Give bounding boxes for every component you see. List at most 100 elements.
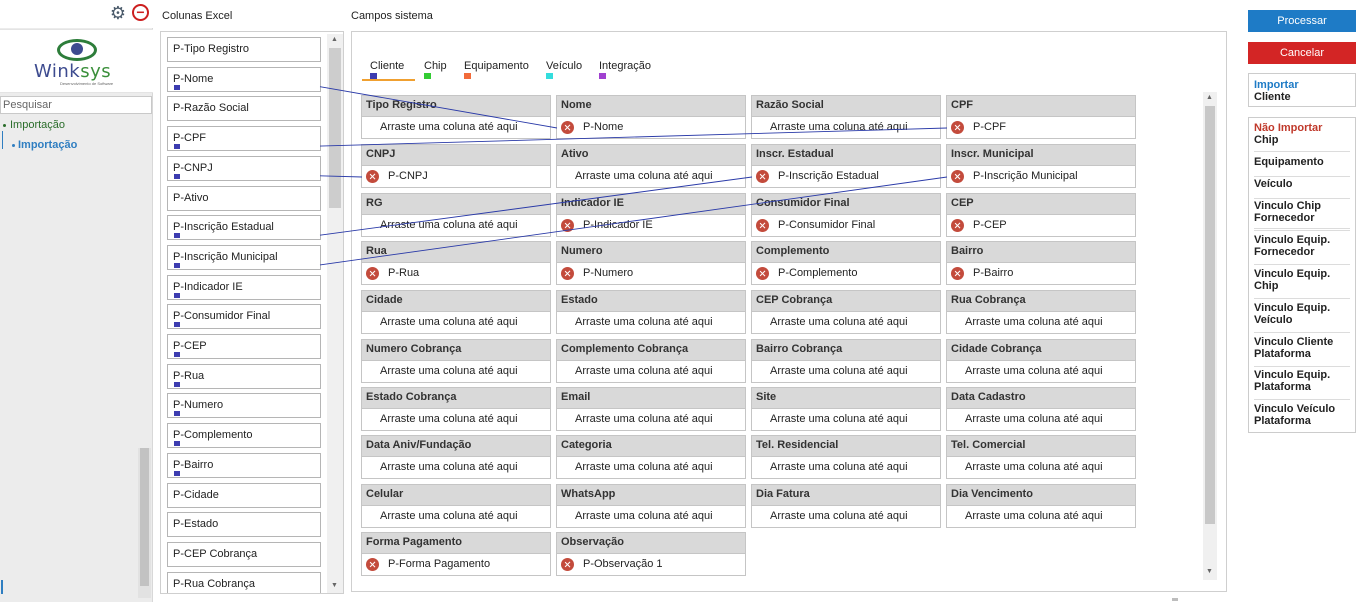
excel-column-item[interactable]: P-CPF: [167, 126, 321, 152]
excel-column-item[interactable]: P-Numero: [167, 393, 321, 419]
excel-column-item[interactable]: P-Rua: [167, 363, 321, 389]
entity-item[interactable]: Vinculo Equip. Plataforma: [1254, 369, 1350, 393]
entity-item[interactable]: Não Importar Chip: [1254, 122, 1350, 146]
entity-item[interactable]: Vinculo Cliente Plataforma: [1254, 336, 1350, 360]
remove-mapping-icon[interactable]: [561, 558, 574, 571]
gear-icon[interactable]: ⚙: [109, 3, 127, 23]
field-drop-zone[interactable]: P-CPF: [947, 117, 1135, 139]
field-drop-zone[interactable]: Arraste uma coluna até aqui: [947, 409, 1135, 431]
sidebar-scrollbar[interactable]: [138, 448, 151, 598]
excel-column-item[interactable]: P-CEP: [167, 334, 321, 359]
field-drop-zone[interactable]: Arraste uma coluna até aqui: [557, 506, 745, 528]
excel-column-item[interactable]: P-Consumidor Final: [167, 304, 321, 330]
field-drop-zone[interactable]: Arraste uma coluna até aqui: [947, 312, 1135, 334]
field-drop-zone[interactable]: P-Consumidor Final: [752, 215, 940, 237]
remove-mapping-icon[interactable]: [561, 121, 574, 134]
system-fields-scroll-thumb[interactable]: [1205, 106, 1215, 524]
field-drop-zone[interactable]: P-Forma Pagamento: [362, 554, 550, 576]
excel-column-item[interactable]: P-Cidade: [167, 482, 321, 508]
field-drop-zone[interactable]: P-CNPJ: [362, 166, 550, 188]
field-drop-zone[interactable]: Arraste uma coluna até aqui: [362, 312, 550, 334]
field-drop-zone[interactable]: P-Numero: [557, 263, 745, 285]
entity-item[interactable]: Vinculo Equip. Veículo: [1254, 302, 1350, 326]
system-fields-scrollbar[interactable]: ▲ ▼: [1203, 92, 1217, 580]
entity-item[interactable]: Equipamento: [1254, 156, 1350, 168]
excel-column-item[interactable]: P-Bairro: [167, 452, 321, 478]
tab-chip[interactable]: Chip: [424, 60, 447, 79]
field-drop-zone[interactable]: Arraste uma coluna até aqui: [752, 312, 940, 334]
excel-column-item[interactable]: P-CEP Cobrança: [167, 541, 321, 567]
field-drop-zone[interactable]: P-Inscrição Estadual: [752, 166, 940, 188]
field-drop-zone[interactable]: Arraste uma coluna até aqui: [752, 117, 940, 139]
field-drop-zone[interactable]: Arraste uma coluna até aqui: [557, 409, 745, 431]
remove-mapping-icon[interactable]: [756, 267, 769, 280]
field-drop-zone[interactable]: Arraste uma coluna até aqui: [947, 457, 1135, 479]
field-drop-zone[interactable]: Arraste uma coluna até aqui: [752, 457, 940, 479]
field-drop-zone[interactable]: P-Complemento: [752, 263, 940, 285]
field-drop-zone[interactable]: Arraste uma coluna até aqui: [362, 361, 550, 383]
cancel-button[interactable]: Cancelar: [1248, 42, 1356, 64]
tab-veículo[interactable]: Veículo: [546, 60, 582, 79]
field-drop-zone[interactable]: Arraste uma coluna até aqui: [947, 506, 1135, 528]
excel-column-item[interactable]: P-Inscrição Municipal: [167, 244, 321, 270]
field-drop-zone[interactable]: Arraste uma coluna até aqui: [362, 409, 550, 431]
excel-column-item[interactable]: P-Estado: [167, 512, 321, 538]
field-drop-zone[interactable]: Arraste uma coluna até aqui: [362, 457, 550, 479]
remove-mapping-icon[interactable]: [561, 267, 574, 280]
field-drop-zone[interactable]: Arraste uma coluna até aqui: [752, 409, 940, 431]
tab-integração[interactable]: Integração: [599, 60, 651, 79]
remove-mapping-icon[interactable]: [951, 121, 964, 134]
excel-column-item[interactable]: P-Ativo: [167, 185, 321, 211]
excel-column-item[interactable]: P-Nome: [167, 66, 321, 92]
excel-column-item[interactable]: P-Tipo Registro: [167, 37, 321, 62]
scroll-up-icon[interactable]: ▲: [331, 36, 338, 43]
remove-mapping-icon[interactable]: [951, 219, 964, 232]
field-drop-zone[interactable]: Arraste uma coluna até aqui: [557, 457, 745, 479]
tree-node-importacao-child[interactable]: Importação: [0, 136, 153, 154]
remove-mapping-icon[interactable]: [756, 219, 769, 232]
entity-item[interactable]: Vinculo Equip. Chip: [1254, 268, 1350, 292]
field-drop-zone[interactable]: Arraste uma coluna até aqui: [557, 361, 745, 383]
excel-column-item[interactable]: P-Complemento: [167, 423, 321, 449]
excel-column-item[interactable]: P-Indicador IE: [167, 274, 321, 300]
scroll-down-icon[interactable]: ▼: [1206, 568, 1213, 575]
remove-mapping-icon[interactable]: [756, 170, 769, 183]
excel-column-item[interactable]: P-CNPJ: [167, 155, 321, 181]
import-target-box[interactable]: Importar Cliente: [1248, 73, 1356, 107]
tree-node-importacao[interactable]: Importação: [0, 116, 153, 134]
field-drop-zone[interactable]: Arraste uma coluna até aqui: [752, 506, 940, 528]
tab-equipamento[interactable]: Equipamento: [464, 60, 529, 79]
excel-column-item[interactable]: P-Razão Social: [167, 96, 321, 122]
field-drop-zone[interactable]: P-Bairro: [947, 263, 1135, 285]
excel-column-item[interactable]: P-Rua Cobrança: [167, 571, 321, 593]
field-drop-zone[interactable]: P-Nome: [557, 117, 745, 139]
entity-item[interactable]: Vinculo Equip. Fornecedor: [1254, 234, 1350, 258]
remove-mapping-icon[interactable]: [366, 558, 379, 571]
remove-mapping-icon[interactable]: [951, 267, 964, 280]
remove-mapping-icon[interactable]: [366, 267, 379, 280]
field-drop-zone[interactable]: P-Inscrição Municipal: [947, 166, 1135, 188]
entity-item[interactable]: Vinculo Veículo Plataforma: [1254, 403, 1350, 427]
process-button[interactable]: Processar: [1248, 10, 1356, 32]
sidebar-scroll-thumb[interactable]: [140, 448, 149, 586]
field-drop-zone[interactable]: Arraste uma coluna até aqui: [557, 166, 745, 188]
scroll-up-icon[interactable]: ▲: [1206, 94, 1213, 101]
entity-item[interactable]: Veículo: [1254, 178, 1350, 190]
excel-column-item[interactable]: P-Inscrição Estadual: [167, 215, 321, 241]
field-drop-zone[interactable]: P-Observação 1: [557, 554, 745, 576]
field-drop-zone[interactable]: Arraste uma coluna até aqui: [557, 312, 745, 334]
field-drop-zone[interactable]: Arraste uma coluna até aqui: [362, 117, 550, 139]
scroll-down-icon[interactable]: ▼: [331, 582, 338, 589]
search-input[interactable]: [0, 96, 152, 114]
field-drop-zone[interactable]: Arraste uma coluna até aqui: [947, 361, 1135, 383]
entity-item[interactable]: Vinculo Chip Fornecedor: [1254, 200, 1350, 224]
field-drop-zone[interactable]: P-Indicador IE: [557, 215, 745, 237]
field-drop-zone[interactable]: P-Rua: [362, 263, 550, 285]
tab-cliente[interactable]: Cliente: [370, 60, 404, 79]
field-drop-zone[interactable]: Arraste uma coluna até aqui: [362, 215, 550, 237]
excel-scroll-thumb[interactable]: [329, 48, 341, 208]
remove-mapping-icon[interactable]: [951, 170, 964, 183]
excel-scrollbar[interactable]: ▲ ▼: [327, 34, 343, 593]
remove-mapping-icon[interactable]: [366, 170, 379, 183]
field-drop-zone[interactable]: P-CEP: [947, 215, 1135, 237]
